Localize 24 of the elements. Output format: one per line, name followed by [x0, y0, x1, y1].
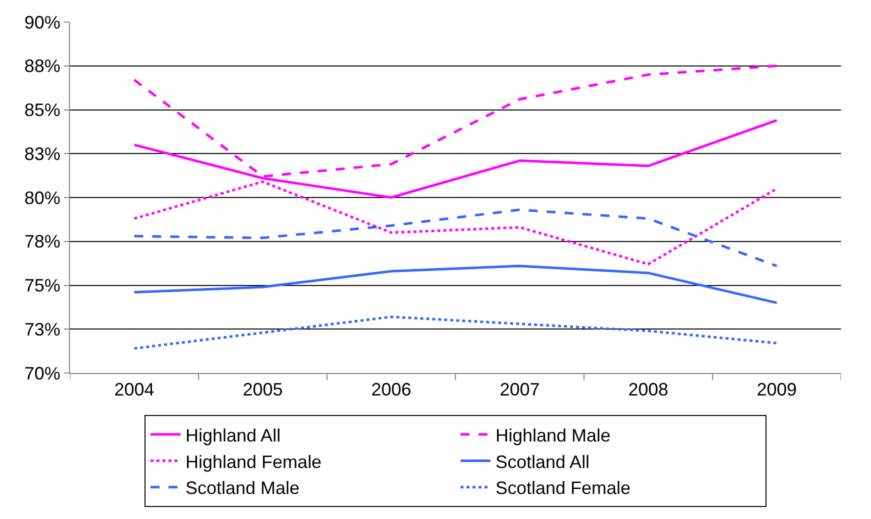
- y-tick-label: 73%: [24, 319, 60, 340]
- y-tick-label: 85%: [24, 100, 60, 120]
- legend-label: Scotland All: [496, 452, 590, 472]
- line-series: [133, 316, 778, 350]
- y-tick-label: 80%: [24, 188, 60, 208]
- y-tick-label: 78%: [24, 232, 60, 252]
- x-tick-label: 2006: [371, 380, 412, 400]
- legend-label: Scotland Male: [186, 478, 300, 498]
- legend-label: Scotland Female: [496, 478, 631, 498]
- y-tick-label: 75%: [24, 276, 60, 296]
- legend-label: Highland Male: [496, 425, 611, 446]
- line-series: [133, 264, 778, 304]
- legend-label: Highland Female: [186, 452, 322, 472]
- y-tick-label: 83%: [24, 144, 60, 164]
- x-tick-label: 2004: [114, 380, 154, 400]
- x-tick-label: 2007: [500, 380, 540, 400]
- y-tick-label: 90%: [24, 12, 60, 32]
- x-tick-label: 2009: [756, 380, 797, 400]
- line-series: [133, 208, 778, 268]
- y-tick-label: 88%: [24, 56, 60, 76]
- x-tick-label: 2008: [628, 380, 668, 400]
- y-tick-label: 70%: [24, 363, 60, 384]
- x-tick-label: 2005: [242, 380, 283, 400]
- legend-label: Highland All: [186, 425, 281, 446]
